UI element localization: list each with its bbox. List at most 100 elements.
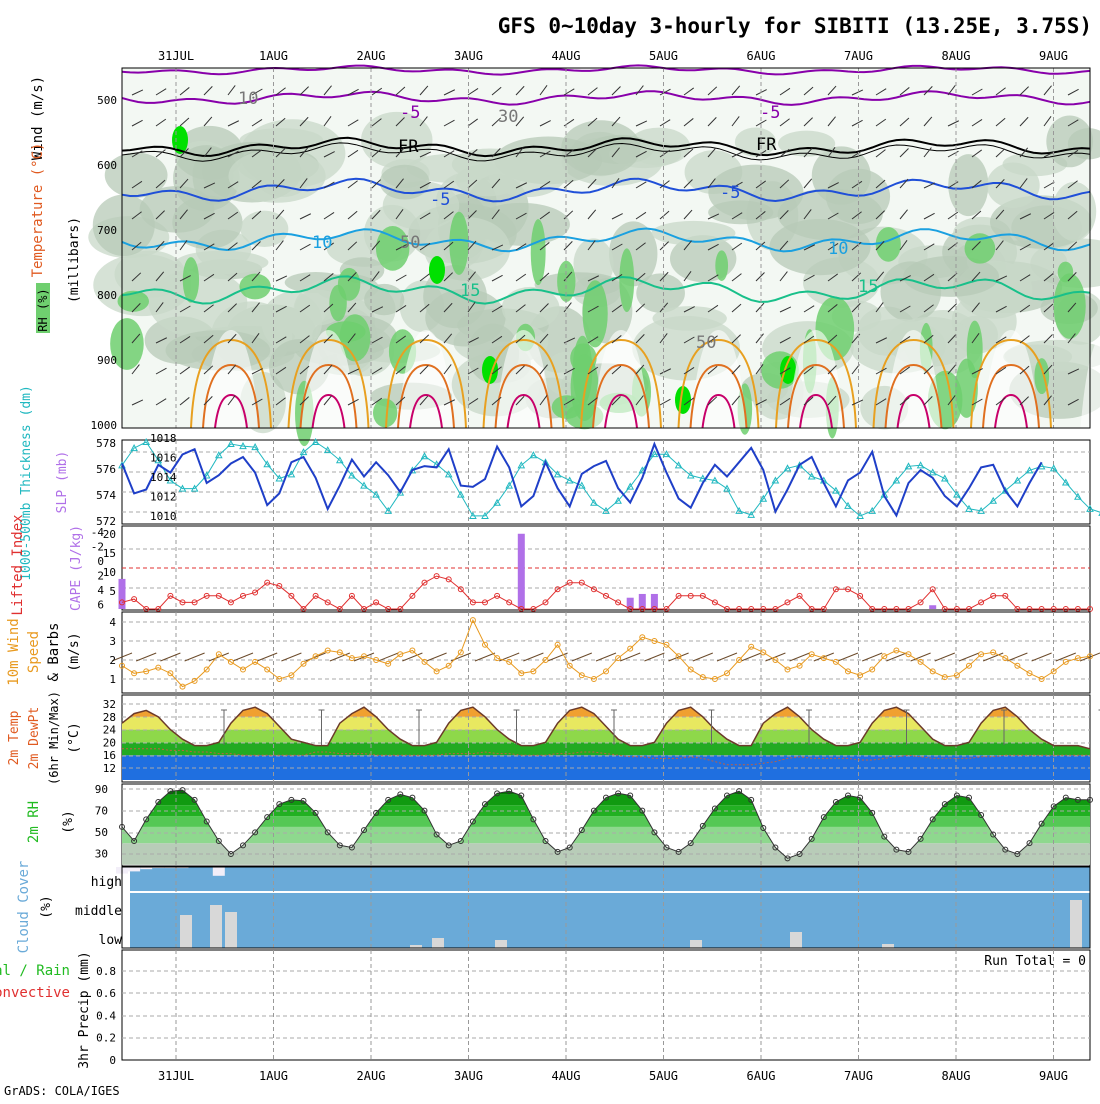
- contour-label: -5: [430, 190, 450, 210]
- cloud-gray-bar: [790, 932, 802, 948]
- axis-label: Temperature (°C): [30, 143, 46, 278]
- date-label-top: 3AUG: [454, 49, 483, 63]
- cape-bar: [929, 605, 936, 609]
- wind-barb-10m: [523, 653, 543, 661]
- rh-saturated: [429, 256, 445, 284]
- rh-moist: [876, 227, 901, 262]
- rh-moist: [329, 285, 346, 322]
- precip-tick-label: 0: [109, 1054, 116, 1067]
- pressure-tick-label: 500: [97, 94, 117, 107]
- axis-label: (°C): [67, 722, 82, 753]
- axis-label: & Barbs: [46, 622, 62, 681]
- date-label-bottom: 1AUG: [259, 1069, 288, 1083]
- rh-moist: [1054, 273, 1086, 338]
- contour-label: 15: [858, 277, 878, 297]
- rh-tick-label: 90: [95, 783, 108, 796]
- chart-title: GFS 0~10day 3-hourly for SIBITI (13.25E,…: [498, 14, 1092, 38]
- cloud-gray-bar: [225, 912, 237, 948]
- axis-label: (%): [61, 810, 76, 833]
- axis-label: 10m Wind: [6, 618, 22, 685]
- wind-barb-10m: [1007, 653, 1027, 661]
- wind-barb-10m: [693, 653, 713, 661]
- rh-band: [122, 827, 1090, 843]
- contour-label: 50: [696, 333, 716, 353]
- lifted-tick-label: 4: [97, 584, 104, 597]
- axis-label: 2m DewPt: [27, 707, 42, 770]
- date-label-top: 8AUG: [942, 49, 971, 63]
- cloud-high-gap: [213, 867, 225, 876]
- temp-tick-label: 28: [103, 711, 116, 724]
- precip-tick-label: 0.8: [96, 965, 116, 978]
- temp-tick-label: 12: [103, 762, 116, 775]
- contour-label: 10: [828, 239, 848, 259]
- cape-bar: [518, 534, 525, 609]
- lower-panels: 578576574572101810161014101210101000-500…: [0, 385, 1100, 1069]
- cloud-gray-bar: [210, 905, 222, 948]
- axis-label: SLP (mb): [55, 451, 70, 514]
- axis-label: 2m Temp: [7, 710, 22, 765]
- lifted-index-line: [122, 576, 1090, 609]
- contour-label: 10: [312, 233, 332, 253]
- pressure-tick-label: 600: [97, 159, 117, 172]
- date-label-top: 31JUL: [158, 49, 194, 63]
- axis-label: 2m RH: [26, 801, 42, 843]
- slp-tick-label: 1016: [150, 452, 177, 465]
- footer-credit: GrADS: COLA/IGES: [4, 1084, 120, 1098]
- pressure-tick-label: 1000: [91, 419, 118, 432]
- date-label-bottom: 4AUG: [552, 1069, 581, 1083]
- rh-moist: [373, 398, 397, 427]
- axis-label: Speed: [26, 631, 42, 673]
- axis-label: (millibars): [67, 217, 82, 303]
- date-label-top: 1AUG: [259, 49, 288, 63]
- temp-band-base: [122, 768, 1090, 780]
- contour-label: -5: [760, 103, 780, 123]
- date-label-top: 9AUG: [1039, 49, 1068, 63]
- rh-moist: [183, 257, 199, 302]
- wind-tick-label: 3: [109, 635, 116, 648]
- cloud-gray-bar: [690, 940, 702, 948]
- temp-tick-label: 20: [103, 736, 116, 749]
- wind-tick-label: 1: [109, 673, 116, 686]
- panel-frame: [122, 950, 1090, 1060]
- wind-barb-10m: [838, 653, 858, 661]
- date-label-bottom: 3AUG: [454, 1069, 483, 1083]
- temp-band: [122, 698, 1090, 708]
- date-label-bottom: 8AUG: [942, 1069, 971, 1083]
- wind-barb-10m: [160, 653, 180, 661]
- axis-label: RH (%): [36, 288, 50, 331]
- temp-tick-label: 16: [103, 749, 116, 762]
- slp-tick-label: 1018: [150, 432, 177, 445]
- date-label-bottom: 5AUG: [649, 1069, 678, 1083]
- wind-speed-line: [122, 620, 1090, 687]
- rh-moist: [552, 395, 582, 419]
- rh-shade: [240, 211, 288, 247]
- contour-label: -5: [400, 103, 420, 123]
- rh-tick-label: 70: [95, 805, 108, 818]
- rh-moist: [583, 280, 608, 347]
- rh-shade: [228, 149, 325, 202]
- pressure-tick-label: 900: [97, 354, 117, 367]
- cape-tick-label: 10: [103, 566, 116, 579]
- cloud-gray-bar: [1070, 900, 1082, 948]
- date-label-bottom: 31JUL: [158, 1069, 194, 1083]
- pressure-tick-label: 700: [97, 224, 117, 237]
- axis-label: Cloud Cover: [16, 861, 32, 954]
- wind-barb-10m: [475, 653, 495, 661]
- wind-barb-10m: [790, 653, 810, 661]
- axis-label: CAPE (J/kg): [69, 525, 84, 611]
- temp-band: [122, 707, 1090, 717]
- contour-label: 10: [238, 89, 258, 109]
- axis-label: Lifted Index: [10, 514, 26, 615]
- precip-tick-label: 0.4: [96, 1009, 116, 1022]
- cloud-high-gap: [128, 867, 140, 871]
- rh-band: [122, 778, 1090, 794]
- date-label-bottom: 7AUG: [844, 1069, 873, 1083]
- cloud-fill: [130, 867, 1090, 948]
- date-label-top: 6AUG: [747, 49, 776, 63]
- temp-band: [122, 717, 1090, 730]
- cloud-gray-bar: [882, 944, 894, 948]
- contour-label: 15: [460, 281, 480, 301]
- date-label-bottom: 2AUG: [357, 1069, 386, 1083]
- cape-tick-label: 20: [103, 528, 116, 541]
